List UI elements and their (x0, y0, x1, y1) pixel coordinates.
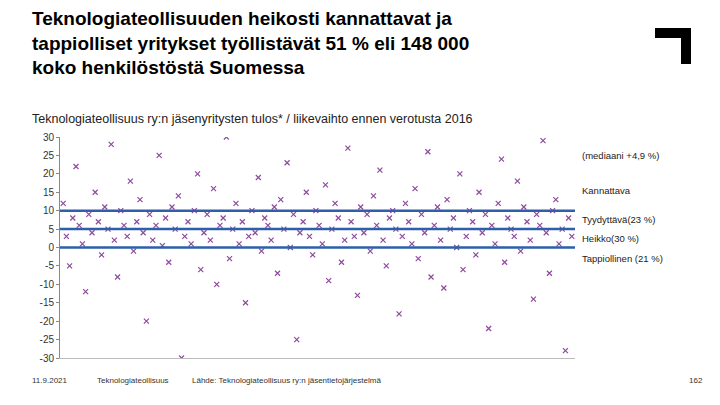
svg-text:Teknologiateollisuus: Teknologiateollisuus (97, 376, 169, 385)
svg-text:10: 10 (43, 205, 55, 216)
svg-text:162: 162 (689, 376, 703, 385)
svg-text:-10: -10 (40, 279, 55, 290)
svg-text:Tyydyttävä(23 %): Tyydyttävä(23 %) (582, 214, 655, 225)
svg-text:25: 25 (43, 150, 55, 161)
svg-text:Lähde: Teknologiateollisuus ry: Lähde: Teknologiateollisuus ry:n jäsenti… (192, 376, 381, 385)
svg-text:Heikko(30 %): Heikko(30 %) (582, 233, 639, 244)
svg-text:Kannattava: Kannattava (582, 185, 631, 196)
svg-text:20: 20 (43, 168, 55, 179)
svg-text:-15: -15 (40, 297, 55, 308)
svg-text:15: 15 (43, 187, 55, 198)
svg-text:-30: -30 (40, 353, 55, 364)
svg-text:30: 30 (43, 132, 55, 143)
svg-text:-5: -5 (45, 260, 54, 271)
svg-text:Tappiollinen (21 %): Tappiollinen (21 %) (582, 253, 663, 264)
svg-text:Teknologiateollisuus ry:n jäse: Teknologiateollisuus ry:n jäsenyritysten… (32, 112, 473, 126)
svg-text:0: 0 (48, 242, 54, 253)
svg-text:-20: -20 (40, 316, 55, 327)
svg-text:5: 5 (48, 224, 54, 235)
svg-text:-25: -25 (40, 334, 55, 345)
svg-text:11.9.2021: 11.9.2021 (32, 376, 68, 385)
svg-text:(mediaani +4,9 %): (mediaani +4,9 %) (582, 150, 659, 161)
svg-text:Teknologiateollisuuden heikost: Teknologiateollisuuden heikosti kannatta… (32, 8, 469, 78)
